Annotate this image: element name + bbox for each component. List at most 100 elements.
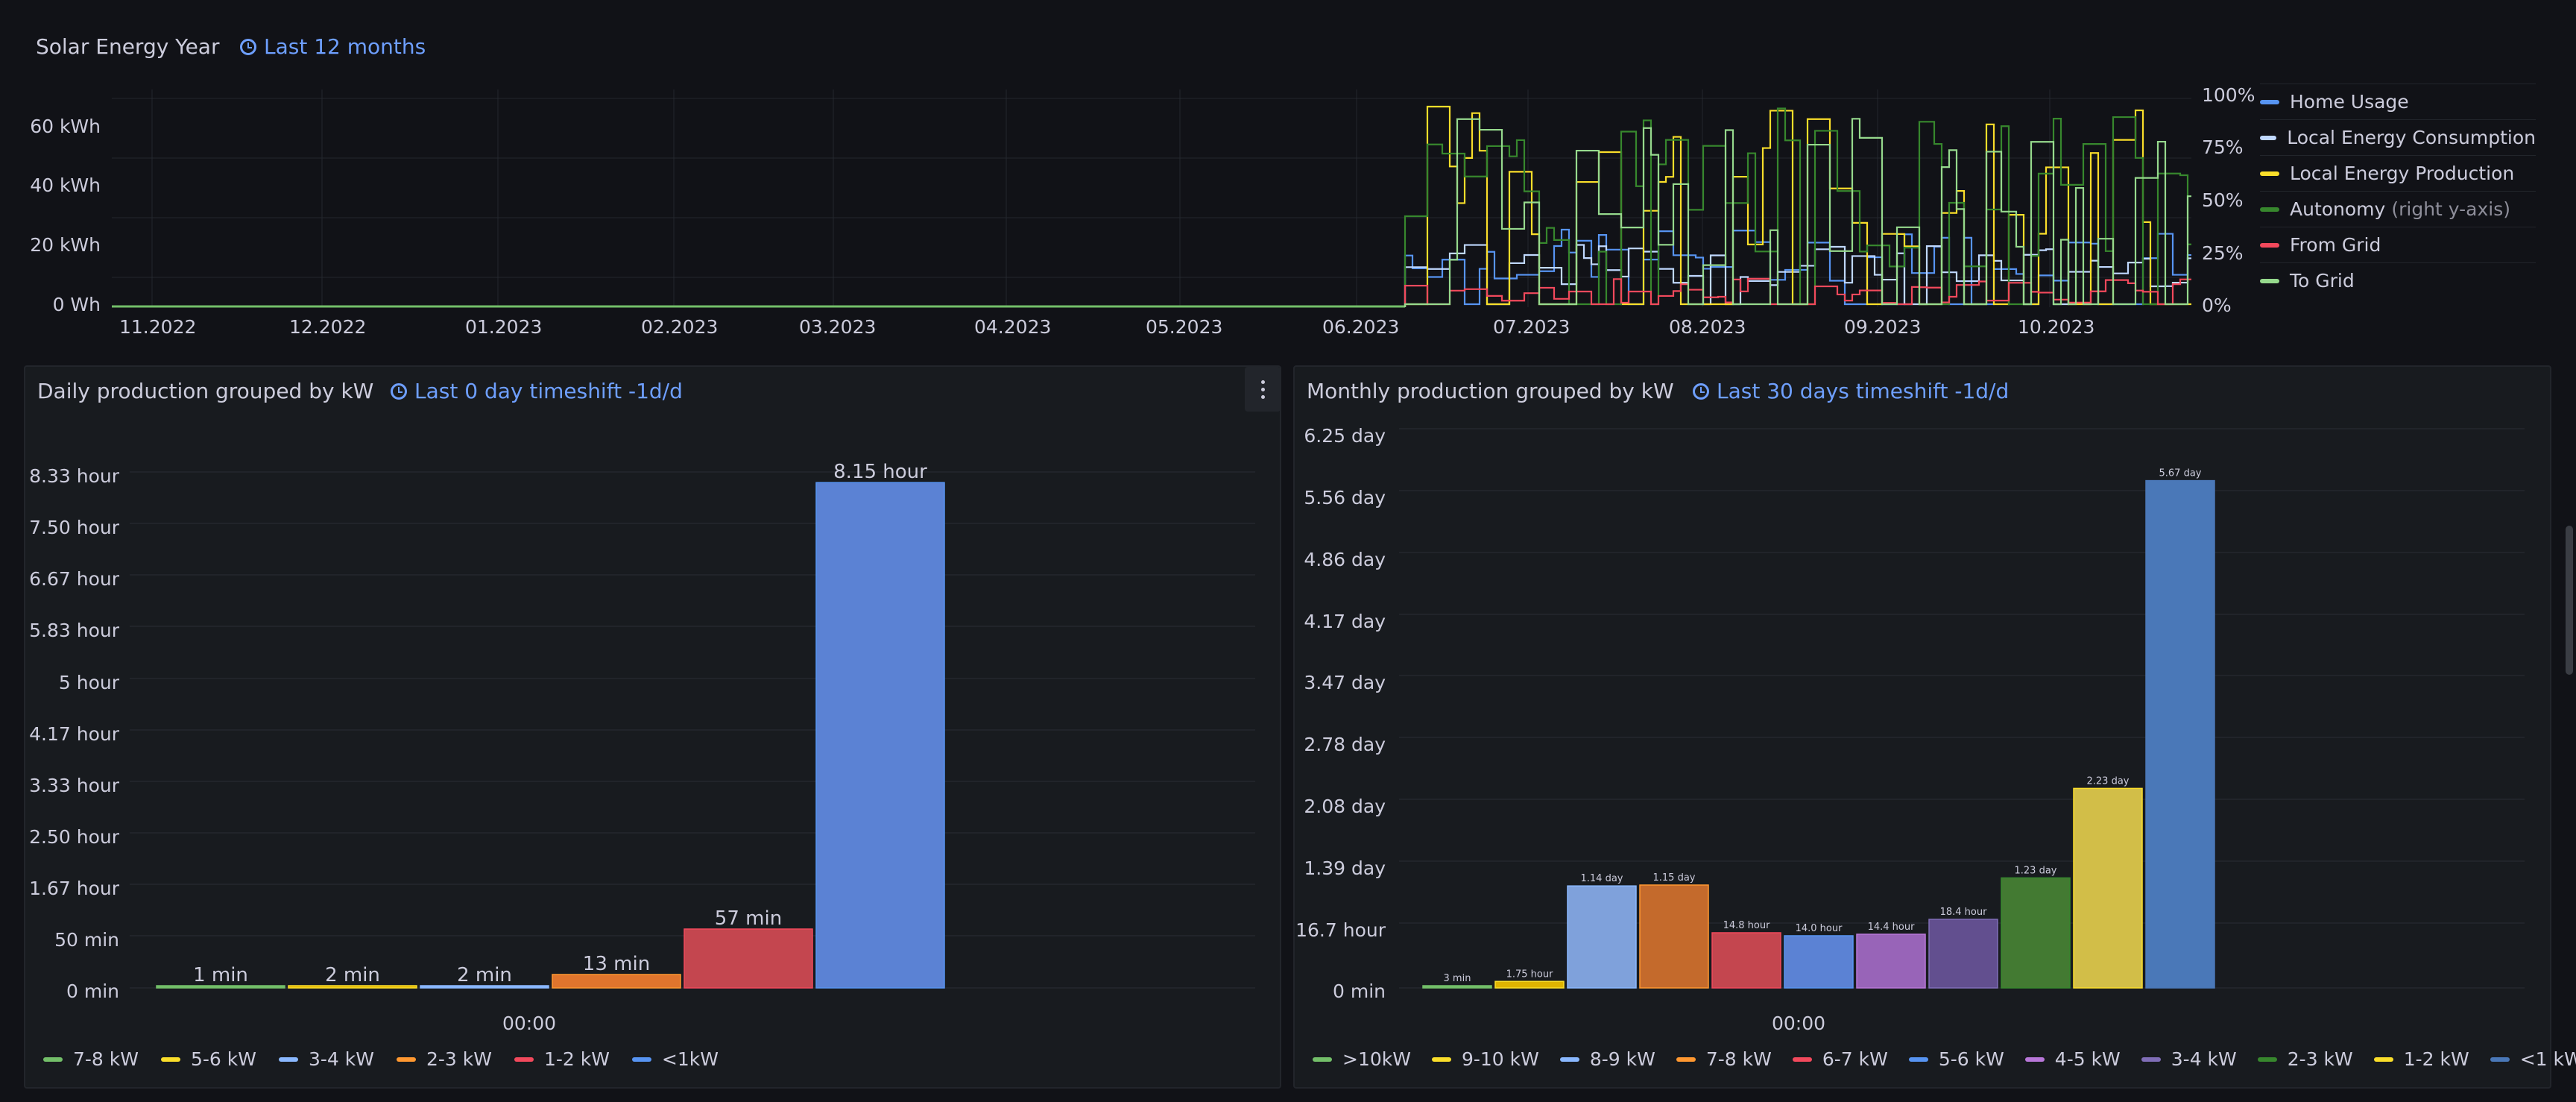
x-tick: 07.2023 (1493, 316, 1570, 338)
bar-value-label: 1.15 day (1653, 872, 1696, 884)
bar-4-5-kw[interactable] (1856, 933, 1926, 989)
y-tick: 4.17 day (1304, 611, 1386, 632)
y-tick: 0 min (66, 980, 119, 1002)
time-range-badge[interactable]: Last 12 months (240, 34, 426, 59)
legend-item[interactable]: 4-5 kW (2024, 1048, 2121, 1070)
page-scrollbar[interactable] (2566, 526, 2573, 675)
legend-item-local-energy-consumption[interactable]: Local Energy Consumption (2260, 119, 2536, 155)
time-range-label: Last 30 days timeshift -1d/d (1717, 379, 2010, 403)
legend-swatch (2373, 1057, 2393, 1062)
legend-item-to-grid[interactable]: To Grid (2260, 262, 2536, 298)
clock-icon (1693, 382, 1709, 400)
legend-item[interactable]: 6-7 kW (1792, 1048, 1888, 1070)
legend-label: 8-9 kW (1589, 1048, 1655, 1070)
legend-item[interactable]: 7-8 kW (1676, 1048, 1772, 1070)
y-right-tick: 50% (2202, 189, 2244, 211)
legend-label: <1 kW (2519, 1048, 2576, 1070)
bar-7-8-kw[interactable] (1639, 884, 1709, 989)
bar-5-6-kw[interactable] (1784, 935, 1854, 989)
legend-label: Local Energy Consumption (2287, 127, 2536, 148)
legend-item[interactable]: 3-4 kW (2141, 1048, 2237, 1070)
legend-item-home-usage[interactable]: Home Usage (2260, 84, 2536, 119)
legend-item[interactable]: <1 kW (2490, 1048, 2576, 1070)
y-tick: 3.47 day (1304, 672, 1386, 693)
legend-item[interactable]: 5-6 kW (1908, 1048, 2004, 1070)
legend-item-autonomy[interactable]: Autonomy (right y-axis) (2260, 191, 2536, 227)
legend-item[interactable]: 5-6 kW (160, 1048, 256, 1070)
bar-8-9-kw[interactable] (1567, 885, 1637, 989)
legend-swatch (2257, 1057, 2277, 1062)
y-tick: 4.17 hour (29, 723, 119, 745)
solar-energy-year-chart[interactable] (112, 89, 2191, 309)
bar-3-4-kw[interactable] (420, 985, 549, 989)
bar-value-label: 1.14 day (1581, 873, 1623, 884)
legend-item[interactable]: >10kW (1313, 1048, 1411, 1070)
bar-3-4-kw[interactable] (1928, 919, 1998, 989)
legend-label: >10kW (1342, 1048, 1411, 1070)
legend-item[interactable]: 2-3 kW (396, 1048, 492, 1070)
time-range-badge[interactable]: Last 30 days timeshift -1d/d (1693, 379, 2009, 403)
legend-label: 5-6 kW (190, 1048, 256, 1070)
bar-1-2-kw[interactable] (2073, 787, 2143, 989)
monthly-production-chart[interactable]: 3 min 1.75 hour 1.14 day 1.15 day 14.8 hour 1… (1399, 409, 2539, 1001)
clock-icon (391, 382, 407, 400)
time-range-badge[interactable]: Last 0 day timeshift -1d/d (391, 379, 683, 403)
legend-item[interactable]: 3-4 kW (278, 1048, 374, 1070)
y-tick: 6.67 hour (29, 568, 119, 590)
x-axis-label: 00:00 (502, 1013, 557, 1034)
legend-label: <1kW (661, 1048, 719, 1070)
top-legend: Home Usage Local Energy Consumption Loca… (2260, 84, 2536, 298)
legend-item[interactable]: <1kW (631, 1048, 719, 1070)
bar-value-label: 1.75 hour (1506, 969, 1554, 980)
x-tick: 10.2023 (2018, 316, 2095, 338)
bar-value-label: 2 min (325, 964, 380, 986)
y-right-tick: 75% (2202, 136, 2244, 158)
legend-item[interactable]: 9-10 kW (1431, 1048, 1539, 1070)
y-right-tick: 0% (2202, 295, 2232, 316)
bar-6-7-kw[interactable] (1711, 932, 1781, 989)
bar-5-6-kw[interactable] (288, 985, 417, 989)
bar-2-3-kw[interactable] (2001, 877, 2071, 989)
y-tick: 0 Wh (52, 294, 101, 315)
bar-value-label: 5.67 day (2159, 468, 2202, 479)
bar--1kw[interactable] (815, 482, 945, 989)
y-tick: 2.78 day (1304, 734, 1386, 755)
legend-item[interactable]: 8-9 kW (1559, 1048, 1655, 1070)
y-tick: 20 kWh (30, 234, 101, 256)
bar-2-3-kw[interactable] (552, 974, 681, 989)
y-right-tick: 25% (2202, 242, 2244, 264)
bar-9-10-kw[interactable] (1494, 980, 1565, 989)
legend-item[interactable]: 2-3 kW (2257, 1048, 2353, 1070)
legend-swatch (2260, 135, 2277, 140)
daily-production-panel: Daily production grouped by kW Last 0 da… (24, 365, 1281, 1089)
legend-label: To Grid (2290, 270, 2355, 292)
legend-item[interactable]: 7-8 kW (43, 1048, 139, 1070)
x-tick: 04.2023 (974, 316, 1052, 338)
legend-swatch (2024, 1057, 2045, 1062)
legend-item[interactable]: 1-2 kW (514, 1048, 610, 1070)
legend-item-from-grid[interactable]: From Grid (2260, 227, 2536, 262)
bar--10kw[interactable] (1422, 985, 1492, 989)
y-tick: 2.08 day (1304, 796, 1386, 817)
legend-label: 5-6 kW (1938, 1048, 2004, 1070)
legend-swatch (43, 1057, 63, 1062)
bar-value-label: 2.23 day (2087, 775, 2130, 787)
y-tick: 50 min (54, 929, 119, 951)
legend-label: Home Usage (2290, 91, 2409, 113)
legend-item[interactable]: 1-2 kW (2373, 1048, 2469, 1070)
bar-1-2-kw[interactable] (684, 928, 813, 989)
bar--1-kw[interactable] (2145, 479, 2215, 989)
bar-value-label: 2 min (457, 964, 512, 986)
y-tick: 5.56 day (1304, 487, 1386, 509)
daily-production-chart[interactable]: 1 min 2 min 2 min 13 min 57 min 8.15 hour (130, 449, 1270, 1001)
daily-legend: 7-8 kW 5-6 kW 3-4 kW 2-3 kW 1-2 kW <1kW (43, 1048, 719, 1070)
panel-menu-button[interactable] (1245, 367, 1281, 412)
legend-swatch (2260, 99, 2279, 104)
legend-label: 2-3 kW (426, 1048, 492, 1070)
legend-item-local-energy-production[interactable]: Local Energy Production (2260, 155, 2536, 191)
bar-7-8-kw[interactable] (156, 985, 285, 989)
x-tick: 02.2023 (641, 316, 719, 338)
legend-label: 3-4 kW (308, 1048, 374, 1070)
y-tick: 0 min (1333, 980, 1386, 1002)
legend-label: Autonomy (2290, 198, 2386, 220)
